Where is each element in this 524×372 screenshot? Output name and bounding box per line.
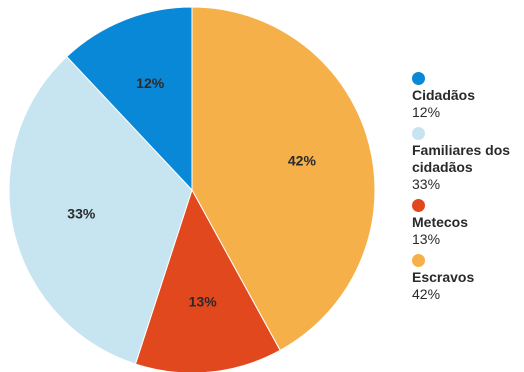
legend-value: 42% [412,286,441,302]
slice-label-cidadaos: 12% [136,75,165,91]
legend-value: 13% [412,231,441,247]
pie-slice-familiares-dos-cidadaos [8,55,193,365]
legend-label: Escravos [412,269,475,285]
legend-swatch [412,72,425,85]
legend-swatch [412,199,425,212]
slice-label-metecos: 13% [189,294,218,310]
legend-value: 33% [412,176,441,192]
legend-label: Cidadãos [412,87,476,103]
slice-label-familiares-dos-cidadaos: 33% [67,206,96,222]
legend-label: Metecos [412,214,469,230]
legend-item-cidadaos: Cidadãos 12% [412,72,522,121]
slice-label-escravos: 42% [288,153,317,169]
pie-slice-metecos [134,188,281,372]
legend-label: Familiares dos cidadãos [412,142,511,175]
pie-slice-cidadaos [66,6,193,192]
legend-value: 12% [412,104,441,120]
legend-swatch [412,254,425,267]
chart-legend: Cidadãos 12% Familiares dos cidadãos 33% Met… [412,72,522,309]
legend-item-metecos: Metecos 13% [412,199,522,248]
legend-item-familiares-dos-cidadaos: Familiares dos cidadãos 33% [412,127,522,193]
pie-slice-escravos [191,6,376,352]
legend-swatch [412,127,425,140]
legend-item-escravos: Escravos 42% [412,254,522,303]
